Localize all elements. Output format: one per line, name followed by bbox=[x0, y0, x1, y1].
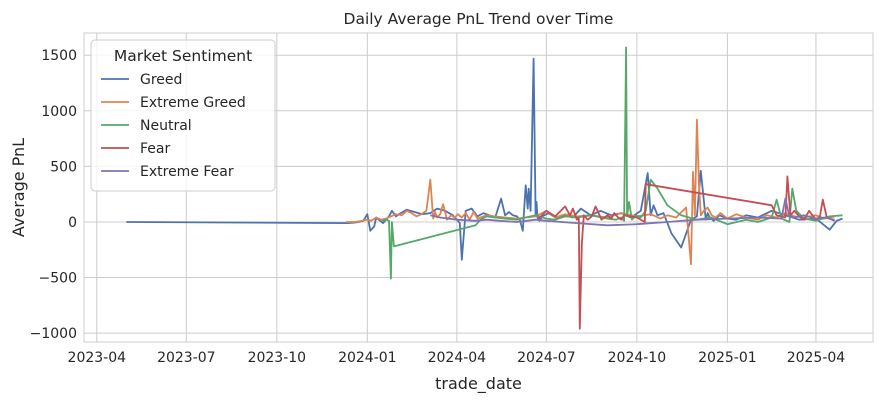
y-tick-label: 1500 bbox=[41, 48, 77, 64]
series-line-fear bbox=[536, 175, 835, 330]
series-lines bbox=[126, 46, 843, 330]
grid bbox=[84, 33, 873, 342]
legend-item: Extreme Greed bbox=[101, 95, 246, 111]
y-tick-label: 500 bbox=[50, 159, 77, 175]
legend-item: Greed bbox=[101, 72, 182, 88]
x-tick-label: 2023-10 bbox=[248, 350, 307, 366]
series-line-greed bbox=[126, 57, 843, 261]
legend-label: Greed bbox=[140, 72, 182, 88]
x-axis-ticks: 2023-04 2023-07 2023-10 2024-01 2024-04 2024-… bbox=[68, 350, 846, 366]
plot-area bbox=[83, 32, 874, 343]
x-tick-label: 2024-01 bbox=[338, 350, 397, 366]
legend-item: Neutral bbox=[101, 118, 192, 134]
legend-label: Extreme Greed bbox=[140, 95, 246, 111]
legend-item: Fear bbox=[101, 141, 170, 157]
x-tick-label: 2024-07 bbox=[517, 350, 576, 366]
x-tick-label: 2025-01 bbox=[698, 350, 757, 366]
chart-title: Daily Average PnL Trend over Time bbox=[344, 10, 614, 28]
y-axis-title: Average PnL bbox=[9, 138, 28, 237]
x-tick-label: 2024-04 bbox=[428, 350, 487, 366]
x-tick-label: 2024-10 bbox=[608, 350, 667, 366]
y-tick-label: −500 bbox=[39, 271, 77, 287]
y-axis-ticks: −1000 −500 0 500 1000 1500 bbox=[30, 48, 77, 342]
x-tick-label: 2023-04 bbox=[68, 350, 127, 366]
x-tick-label: 2025-04 bbox=[787, 350, 846, 366]
y-tick-label: 1000 bbox=[41, 104, 77, 120]
series-line-extreme-fear bbox=[430, 197, 835, 227]
legend-label: Fear bbox=[140, 141, 170, 157]
series-line-extreme-greed bbox=[345, 118, 835, 266]
legend-title: Market Sentiment bbox=[114, 47, 252, 65]
y-tick-label: 0 bbox=[68, 215, 77, 231]
legend-label: Extreme Fear bbox=[140, 164, 234, 180]
x-axis-title: trade_date bbox=[435, 374, 522, 394]
legend-label: Neutral bbox=[140, 118, 192, 134]
legend-item: Extreme Fear bbox=[101, 164, 234, 180]
legend: Market Sentiment Greed Extreme Greed Neutr… bbox=[90, 39, 276, 192]
x-tick-label: 2023-07 bbox=[157, 350, 216, 366]
y-tick-label: −1000 bbox=[30, 326, 77, 342]
